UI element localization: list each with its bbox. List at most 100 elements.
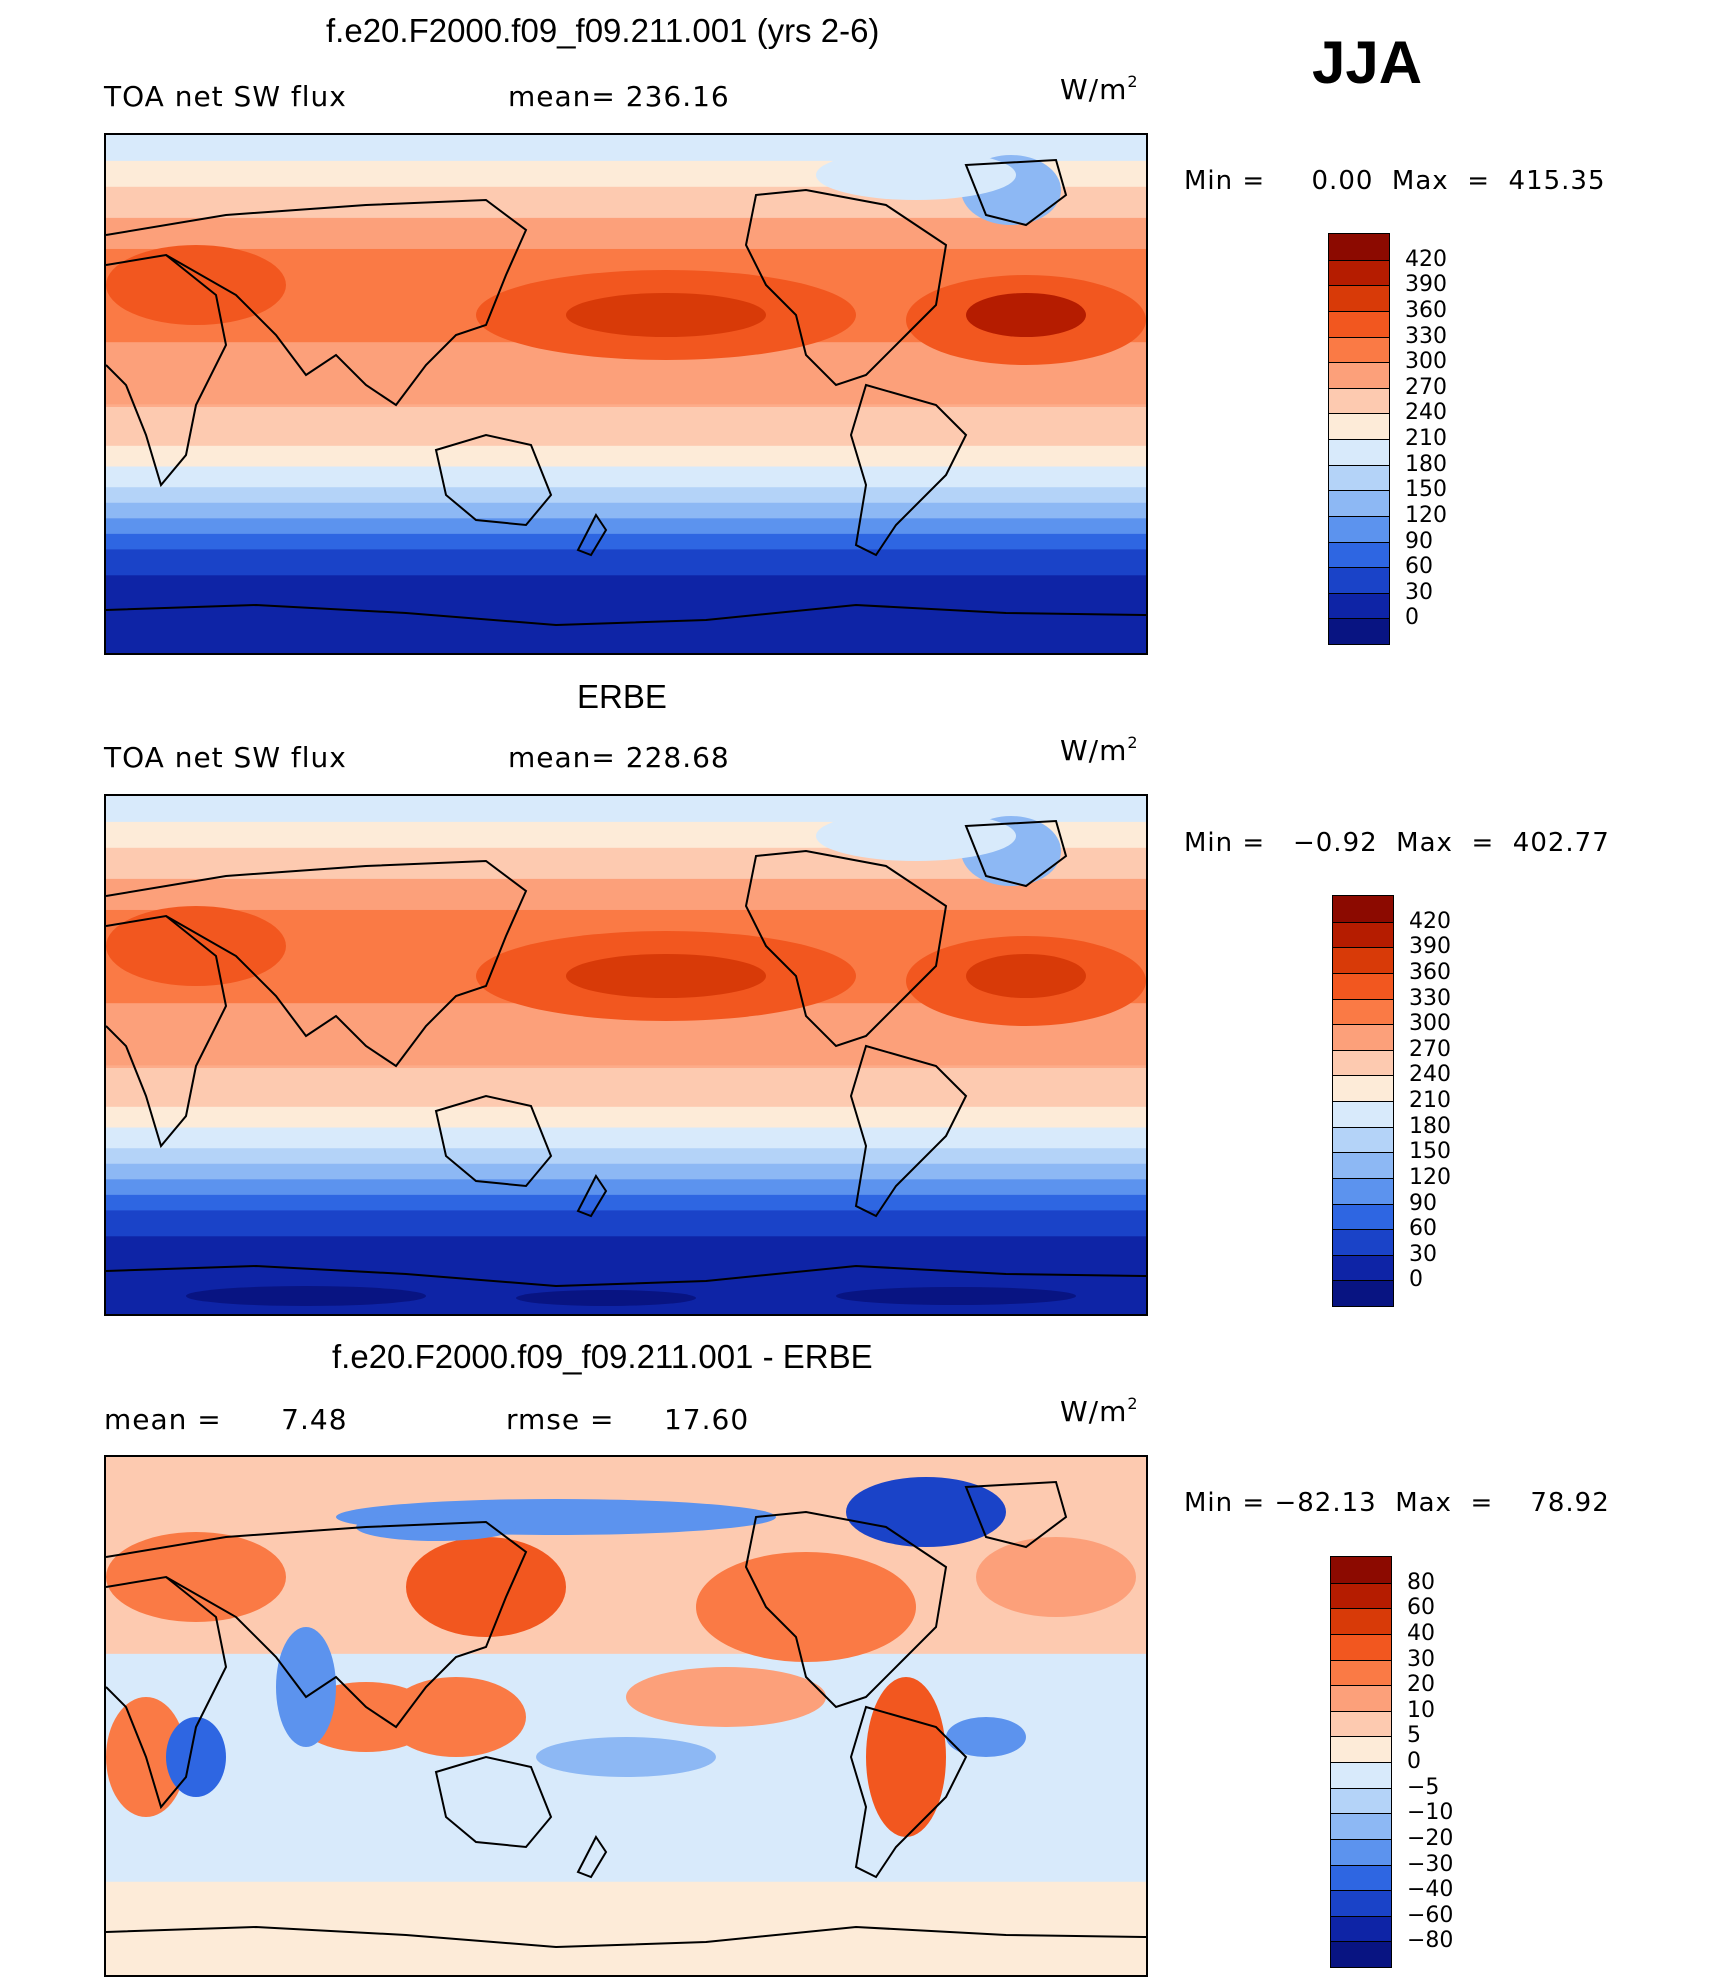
map-band: [106, 1163, 1146, 1181]
map-band: [106, 445, 1146, 468]
map-blob: [816, 150, 1016, 200]
map-blob: [356, 1513, 516, 1541]
map-blob: [536, 1737, 716, 1777]
colorbar-swatch: [1333, 972, 1393, 999]
colorbar-swatch: [1333, 896, 1393, 922]
colorbar-tick-label: 270: [1409, 1036, 1451, 1062]
map-blob: [976, 1537, 1136, 1617]
colorbar-tick-label: 150: [1405, 477, 1447, 503]
map-blob: [106, 906, 286, 986]
colorbar-swatch: [1329, 618, 1389, 644]
panel-3-map: [104, 1455, 1148, 1977]
coastline: [106, 1520, 528, 1729]
coastline: [576, 1174, 608, 1218]
map-blob: [186, 1286, 426, 1306]
colorbar-swatch: [1333, 1152, 1393, 1178]
coastline: [849, 1705, 968, 1879]
coastline: [106, 1575, 228, 1810]
colorbar-swatch: [1329, 490, 1389, 516]
season-label: JJA: [1312, 29, 1423, 96]
colorbar-tick-label: 180: [1409, 1113, 1451, 1139]
coastline: [744, 1510, 948, 1709]
coastline: [964, 1480, 1068, 1549]
panel-2-title: ERBE: [577, 678, 667, 715]
map-band: [106, 1236, 1146, 1264]
map-band: [106, 1046, 1146, 1068]
colorbar-tick-label: 180: [1405, 451, 1447, 477]
colorbar-swatch: [1329, 259, 1389, 286]
map-blob: [566, 293, 766, 337]
panel-3-minmax: Min = −82.13 Max = 78.92: [1184, 1488, 1610, 1518]
map-band: [106, 385, 1146, 407]
colorbar-tick-label: 30: [1407, 1646, 1435, 1672]
colorbar-tick-label: 30: [1405, 579, 1433, 605]
map-band: [106, 404, 1146, 447]
colorbar-swatch: [1331, 1864, 1391, 1891]
map-blob: [836, 1287, 1076, 1305]
colorbar-swatch: [1333, 1049, 1393, 1076]
coastline: [106, 859, 528, 1068]
colorbar-tick-label: 420: [1405, 246, 1447, 272]
colorbar-tick-label: −10: [1407, 1800, 1454, 1826]
colorbar-tick-label: 420: [1409, 908, 1451, 934]
colorbar-swatch: [1329, 567, 1389, 593]
colorbar-tick-label: 390: [1409, 934, 1451, 960]
colorbar-swatch: [1331, 1838, 1391, 1865]
colorbar-tick-label: −20: [1407, 1825, 1454, 1851]
colorbar-swatch: [1331, 1736, 1391, 1762]
colorbar-tick-label: 210: [1405, 426, 1447, 451]
coastline: [434, 433, 553, 527]
colorbar-swatch: [1329, 285, 1389, 311]
colorbar-swatch: [1333, 1177, 1393, 1204]
colorbar-swatch: [1329, 464, 1389, 491]
colorbar-tick-label: 80: [1407, 1569, 1435, 1595]
colorbar-tick-label: 10: [1407, 1697, 1435, 1723]
panel-2-minmax: Min = −0.92 Max = 402.77: [1184, 828, 1610, 858]
map-blob: [386, 1677, 526, 1757]
colorbar-tick-label: 120: [1409, 1164, 1451, 1190]
map-blob: [406, 1537, 566, 1637]
map-blob: [816, 811, 1016, 861]
colorbar-swatch: [1333, 1126, 1393, 1153]
colorbar-swatch: [1333, 1229, 1393, 1255]
colorbar-swatch: [1329, 336, 1389, 363]
colorbar-swatch: [1329, 362, 1389, 388]
coastline: [849, 1044, 968, 1218]
map-band: [106, 1210, 1146, 1238]
colorbar-tick-label: 0: [1409, 1267, 1423, 1293]
colorbar-tick-label: 390: [1405, 272, 1447, 298]
colorbar-tick-label: 0: [1405, 605, 1419, 631]
coastline: [106, 603, 1146, 627]
map-band: [106, 466, 1146, 489]
map-band: [106, 518, 1146, 535]
colorbar-swatch: [1331, 1762, 1391, 1788]
panel-1-title: f.e20.F2000.f09_f09.211.001 (yrs 2-6): [326, 12, 880, 49]
coastline: [576, 513, 608, 557]
map-band: [106, 1127, 1146, 1150]
colorbar-swatch: [1333, 1254, 1393, 1281]
map-blob: [866, 1677, 946, 1837]
colorbar-swatch: [1329, 387, 1389, 414]
colorbar-swatch: [1329, 592, 1389, 619]
colorbar-swatch: [1329, 413, 1389, 439]
colorbar-swatch: [1331, 1813, 1391, 1839]
map-band: [106, 502, 1146, 520]
coastline: [434, 1755, 553, 1849]
map-blob: [966, 954, 1086, 998]
colorbar-tick-label: 5: [1407, 1723, 1421, 1749]
colorbar-swatch: [1331, 1685, 1391, 1711]
coastline: [849, 383, 968, 557]
coastline: [576, 1835, 608, 1879]
coastline: [106, 253, 228, 488]
panel-3-rmse-label: rmse = 17.60: [506, 1403, 750, 1436]
map-band: [106, 1194, 1146, 1212]
map-blob: [626, 1667, 826, 1727]
colorbar-swatch: [1331, 1633, 1391, 1660]
colorbar-swatch: [1331, 1787, 1391, 1814]
colorbar-swatch: [1331, 1915, 1391, 1942]
map-band: [106, 878, 1146, 911]
coastline: [964, 819, 1068, 888]
map-band: [106, 135, 1146, 162]
colorbar-swatch: [1331, 1608, 1391, 1634]
colorbar-tick-label: −5: [1407, 1774, 1440, 1800]
